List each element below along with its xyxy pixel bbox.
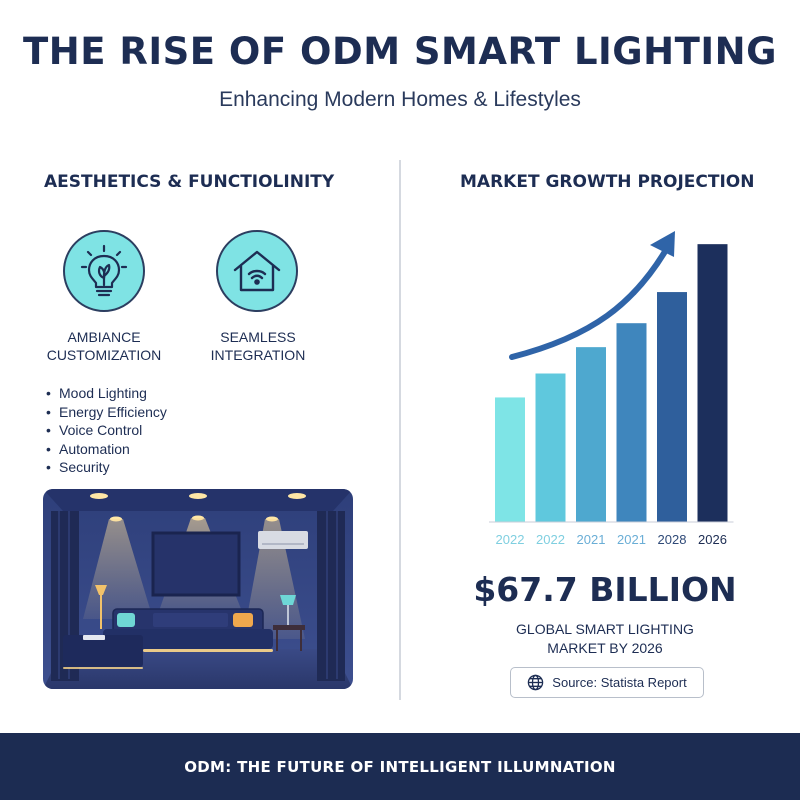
page-title: THE RISE OF ODM SMART LIGHTING — [23, 30, 777, 73]
feature-bullet-list: Mood Lighting Energy Efficiency Voice Co… — [46, 384, 167, 477]
lightbulb-icon — [63, 230, 145, 312]
bar-0 — [495, 397, 525, 522]
source-badge[interactable]: Source: Statista Report — [510, 667, 704, 698]
market-growth-chart: 2022 2022 2021 2021 2028 2026 — [489, 231, 734, 547]
living-room-illustration — [43, 489, 353, 689]
x-tick-label: 2021 — [617, 532, 646, 547]
footer-banner: ODM: THE FUTURE OF INTELLIGENT ILLUMNATI… — [0, 733, 800, 800]
feature-label-ambiance: AMBIANCE CUSTOMIZATION — [46, 329, 162, 363]
x-tick-label: 2021 — [577, 532, 606, 547]
list-item: Mood Lighting — [46, 384, 167, 403]
market-size-caption: GLOBAL SMART LIGHTING MARKET BY 2026 — [516, 621, 694, 656]
bar-4 — [657, 292, 687, 522]
section-divider — [399, 160, 401, 700]
list-item: Energy Efficiency — [46, 403, 167, 422]
page-subtitle: Enhancing Modern Homes & Lifestyles — [219, 88, 581, 111]
list-item: Automation — [46, 440, 167, 459]
x-tick-label: 2028 — [658, 532, 687, 547]
smart-home-icon — [216, 230, 298, 312]
x-tick-label: 2026 — [698, 532, 727, 547]
bar-2 — [576, 347, 606, 522]
market-size-figure: $67.7 BILLION — [473, 570, 737, 609]
trend-arrowhead — [650, 231, 675, 257]
x-tick-label: 2022 — [536, 532, 565, 547]
bar-5 — [697, 244, 728, 522]
right-section-title: MARKET GROWTH PROJECTION — [460, 172, 755, 192]
source-label: Source: Statista Report — [552, 675, 687, 690]
bar-3 — [616, 323, 647, 522]
list-item: Voice Control — [46, 421, 167, 440]
footer-text: ODM: THE FUTURE OF INTELLIGENT ILLUMNATI… — [184, 757, 616, 776]
feature-label-seamless: SEAMLESS INTEGRATION — [210, 329, 306, 363]
list-item: Security — [46, 458, 167, 477]
globe-icon — [528, 674, 544, 691]
trend-arrow — [509, 240, 673, 360]
left-section-title: AESTHETICS & FUNCTIOLINITY — [44, 172, 335, 192]
x-tick-label: 2022 — [496, 532, 525, 547]
bar-1 — [535, 373, 566, 522]
